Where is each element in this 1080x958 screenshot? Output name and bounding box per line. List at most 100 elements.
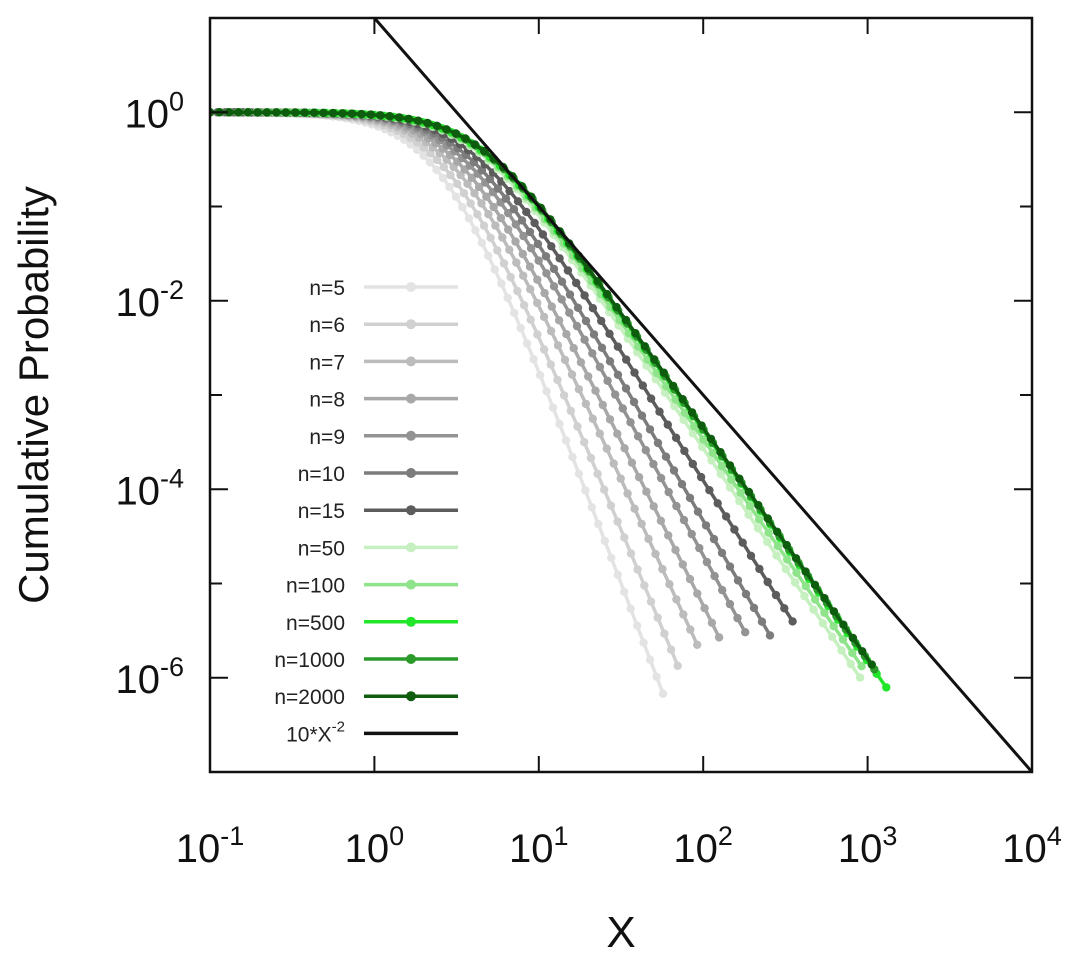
data-point (419, 151, 428, 160)
data-point (656, 473, 666, 483)
data-point (735, 496, 744, 506)
data-point (716, 469, 725, 479)
data-point (640, 342, 650, 351)
data-point (738, 538, 747, 547)
data-point (663, 420, 672, 429)
data-point (563, 266, 573, 275)
x-axis-label: X (606, 908, 635, 957)
data-point (653, 613, 662, 622)
data-point (600, 536, 609, 546)
data-point (882, 683, 891, 692)
data-point (848, 633, 858, 643)
data-point (679, 415, 688, 424)
data-point (547, 242, 556, 251)
data-point (529, 355, 538, 364)
data-point (699, 435, 708, 444)
data-point (423, 118, 432, 128)
legend-marker (406, 579, 416, 590)
data-point (710, 571, 719, 581)
data-point (549, 282, 559, 291)
legend-item: n=9 (309, 426, 458, 449)
data-point (717, 461, 727, 471)
data-point (470, 189, 479, 198)
data-point (645, 655, 655, 664)
data-point (509, 205, 519, 214)
data-point (580, 438, 589, 447)
data-point (561, 436, 571, 445)
data-point (709, 534, 719, 544)
legend-marker (406, 430, 416, 441)
data-point (546, 326, 556, 336)
legend-item: n=8 (309, 389, 458, 412)
series-line (210, 110, 680, 667)
data-point (466, 199, 475, 208)
series-layer (210, 18, 1032, 772)
x-tick-label: 101 (509, 821, 569, 871)
data-point (763, 514, 772, 523)
data-point (519, 301, 529, 310)
data-point (328, 108, 338, 118)
data-point (602, 289, 612, 299)
data-point (533, 298, 542, 308)
data-point (620, 587, 629, 596)
data-point (745, 501, 755, 511)
data-point (498, 233, 507, 242)
data-point (664, 487, 673, 497)
data-point (616, 474, 625, 483)
data-point (499, 259, 509, 268)
data-point (744, 510, 753, 519)
data-point (458, 203, 467, 212)
data-point (540, 288, 549, 298)
data-point (541, 252, 551, 261)
data-point (630, 368, 639, 377)
y-tick-label: 10-4 (115, 463, 184, 513)
data-point (697, 421, 706, 430)
data-point (700, 604, 709, 613)
y-tick-label: 10-2 (115, 275, 184, 325)
data-point (846, 659, 855, 669)
data-point (580, 335, 589, 344)
legend-marker (406, 542, 416, 553)
data-point (557, 295, 566, 304)
data-point (504, 225, 513, 234)
data-point (471, 226, 480, 235)
data-point (584, 372, 593, 381)
data-point (553, 375, 562, 385)
data-point (623, 489, 632, 498)
data-point (539, 312, 549, 322)
data-point (489, 202, 498, 212)
data-point (572, 321, 582, 331)
data-point (716, 448, 725, 457)
legend-label: n=1000 (274, 649, 345, 672)
data-point (559, 391, 569, 400)
data-point (519, 231, 528, 241)
data-point (809, 605, 818, 614)
data-point (506, 272, 515, 282)
legend-label: n=8 (309, 389, 345, 412)
data-point (553, 341, 563, 350)
data-point (780, 604, 789, 613)
data-point (689, 422, 699, 431)
data-point (542, 387, 551, 396)
data-point (470, 140, 479, 149)
data-point (566, 406, 575, 416)
data-point (637, 411, 647, 420)
data-point (688, 459, 697, 469)
legend-marker (406, 356, 416, 367)
legend-label: n=500 (286, 612, 345, 635)
x-tick-label: 104 (1002, 821, 1062, 871)
data-point (605, 415, 615, 424)
data-point (547, 302, 556, 311)
data-point (688, 429, 698, 438)
data-point (773, 541, 783, 551)
data-point (477, 199, 486, 208)
data-point (733, 576, 743, 585)
legend-item: n=15 (298, 500, 458, 523)
legend-item: n=500 (286, 612, 458, 635)
data-point (698, 442, 707, 452)
data-point (479, 221, 489, 230)
data-point (461, 134, 470, 143)
data-point (672, 595, 681, 604)
data-point (272, 108, 281, 117)
data-point (485, 174, 495, 184)
